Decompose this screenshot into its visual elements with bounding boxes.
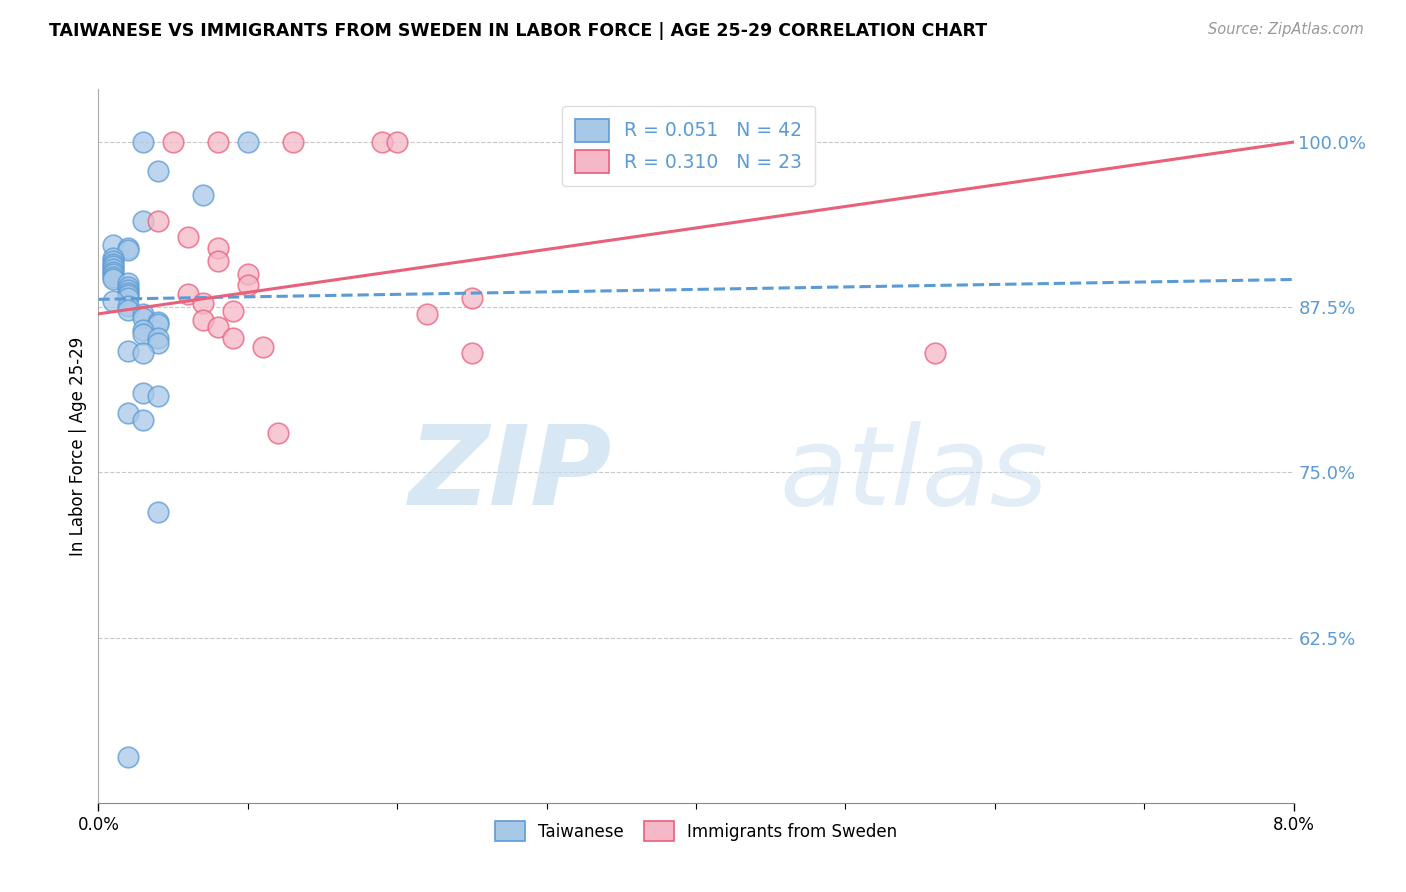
Point bbox=[924, 346, 946, 360]
Point bbox=[148, 318, 170, 332]
Legend: Taiwanese, Immigrants from Sweden: Taiwanese, Immigrants from Sweden bbox=[488, 814, 904, 848]
Point bbox=[461, 346, 484, 360]
Point bbox=[117, 291, 139, 305]
Point bbox=[222, 331, 245, 345]
Point bbox=[103, 238, 125, 252]
Point bbox=[117, 241, 139, 255]
Point bbox=[117, 283, 139, 297]
Point bbox=[117, 280, 139, 294]
Y-axis label: In Labor Force | Age 25-29: In Labor Force | Age 25-29 bbox=[69, 336, 87, 556]
Point bbox=[132, 135, 155, 149]
Point bbox=[461, 291, 484, 305]
Point bbox=[236, 267, 259, 281]
Point bbox=[132, 326, 155, 341]
Point bbox=[267, 425, 290, 440]
Point bbox=[207, 254, 229, 268]
Point bbox=[103, 254, 125, 268]
Point bbox=[132, 346, 155, 360]
Point bbox=[103, 257, 125, 271]
Point bbox=[148, 315, 170, 329]
Point bbox=[117, 343, 139, 358]
Point bbox=[371, 135, 394, 149]
Point bbox=[177, 230, 200, 244]
Point bbox=[103, 261, 125, 276]
Point bbox=[207, 241, 229, 255]
Point bbox=[103, 269, 125, 284]
Text: TAIWANESE VS IMMIGRANTS FROM SWEDEN IN LABOR FORCE | AGE 25-29 CORRELATION CHART: TAIWANESE VS IMMIGRANTS FROM SWEDEN IN L… bbox=[49, 22, 987, 40]
Point bbox=[281, 135, 304, 149]
Point bbox=[103, 260, 125, 274]
Point bbox=[117, 299, 139, 313]
Point bbox=[177, 287, 200, 301]
Point bbox=[148, 214, 170, 228]
Point bbox=[132, 307, 155, 321]
Point bbox=[132, 323, 155, 337]
Point bbox=[162, 135, 184, 149]
Point bbox=[191, 188, 214, 202]
Point bbox=[236, 135, 259, 149]
Point bbox=[117, 285, 139, 300]
Point bbox=[117, 288, 139, 302]
Point bbox=[103, 293, 125, 308]
Point bbox=[222, 304, 245, 318]
Point bbox=[117, 302, 139, 317]
Point bbox=[236, 277, 259, 292]
Point bbox=[117, 277, 139, 291]
Point bbox=[148, 164, 170, 178]
Point bbox=[148, 389, 170, 403]
Point bbox=[132, 214, 155, 228]
Point bbox=[416, 307, 439, 321]
Point bbox=[117, 406, 139, 420]
Point bbox=[132, 412, 155, 426]
Point bbox=[148, 331, 170, 345]
Point bbox=[252, 340, 274, 354]
Point bbox=[191, 313, 214, 327]
Point bbox=[132, 310, 155, 325]
Point bbox=[148, 505, 170, 519]
Point bbox=[103, 264, 125, 278]
Point bbox=[103, 272, 125, 286]
Text: atlas: atlas bbox=[779, 421, 1049, 528]
Point bbox=[207, 320, 229, 334]
Point bbox=[132, 386, 155, 401]
Point bbox=[103, 252, 125, 266]
Text: ZIP: ZIP bbox=[409, 421, 613, 528]
Point bbox=[117, 244, 139, 258]
Text: Source: ZipAtlas.com: Source: ZipAtlas.com bbox=[1208, 22, 1364, 37]
Point bbox=[207, 135, 229, 149]
Point bbox=[385, 135, 409, 149]
Point bbox=[103, 267, 125, 281]
Point bbox=[191, 296, 214, 310]
Point bbox=[117, 749, 139, 764]
Point bbox=[148, 335, 170, 350]
